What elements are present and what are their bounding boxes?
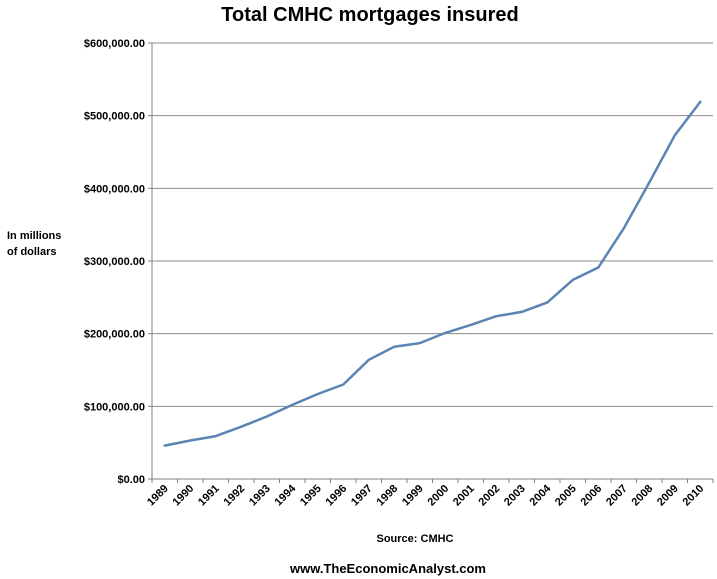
x-tick-label: 2002 xyxy=(477,483,503,509)
grid-lines xyxy=(152,42,713,407)
chart-title: Total CMHC mortgages insured xyxy=(221,4,518,26)
x-tick-label: 1998 xyxy=(375,483,401,509)
x-tick-label: 2007 xyxy=(604,483,630,509)
x-axis-ticks: 1989 1990 1991 1992 1993 1994 1995 1996 1997 1998… xyxy=(145,479,714,509)
y-axis-ticks: $0.00 $100,000.00 $200,000.00 $300,000.00 $4… xyxy=(84,38,152,486)
x-axis-label: Source: CMHC xyxy=(376,533,453,545)
y-axis-label-line-1: In millions xyxy=(7,230,61,242)
x-tick-label: 2001 xyxy=(451,483,477,509)
y-axis-label-line-2: of dollars xyxy=(7,246,57,258)
x-tick-label: 1996 xyxy=(324,483,350,509)
x-tick-label: 2003 xyxy=(502,483,528,509)
y-tick-label: $300,000.00 xyxy=(84,256,145,268)
x-tick-label: 1994 xyxy=(273,482,299,508)
y-tick-label: $200,000.00 xyxy=(84,329,145,341)
x-tick-label: 1997 xyxy=(349,483,375,509)
x-tick-label: 2008 xyxy=(630,483,656,509)
x-tick-label: 2000 xyxy=(426,483,452,509)
x-tick-label: 1995 xyxy=(298,483,324,509)
x-tick-label: 2006 xyxy=(579,483,605,509)
y-tick-label: $500,000.00 xyxy=(84,111,145,123)
x-tick-label: 1993 xyxy=(247,483,273,509)
y-tick-label: $0.00 xyxy=(117,474,145,486)
x-tick-label: 1992 xyxy=(222,483,248,509)
y-tick-label: $100,000.00 xyxy=(84,401,145,413)
footer-url: www.TheEconomicAnalyst.com xyxy=(289,561,486,576)
x-tick-label: 1999 xyxy=(400,483,426,509)
y-tick-label: $600,000.00 xyxy=(84,38,145,50)
x-tick-label: 1989 xyxy=(145,483,171,509)
x-tick-label: 1991 xyxy=(196,483,222,509)
data-series xyxy=(163,100,702,447)
x-tick-label: 2005 xyxy=(553,483,579,509)
y-tick-label: $400,000.00 xyxy=(84,183,145,195)
series-line xyxy=(163,100,702,447)
x-tick-label: 2009 xyxy=(655,483,681,509)
x-tick-label: 1990 xyxy=(171,483,197,509)
x-tick-label: 2004 xyxy=(528,482,554,508)
x-tick-label: 2010 xyxy=(681,483,707,509)
